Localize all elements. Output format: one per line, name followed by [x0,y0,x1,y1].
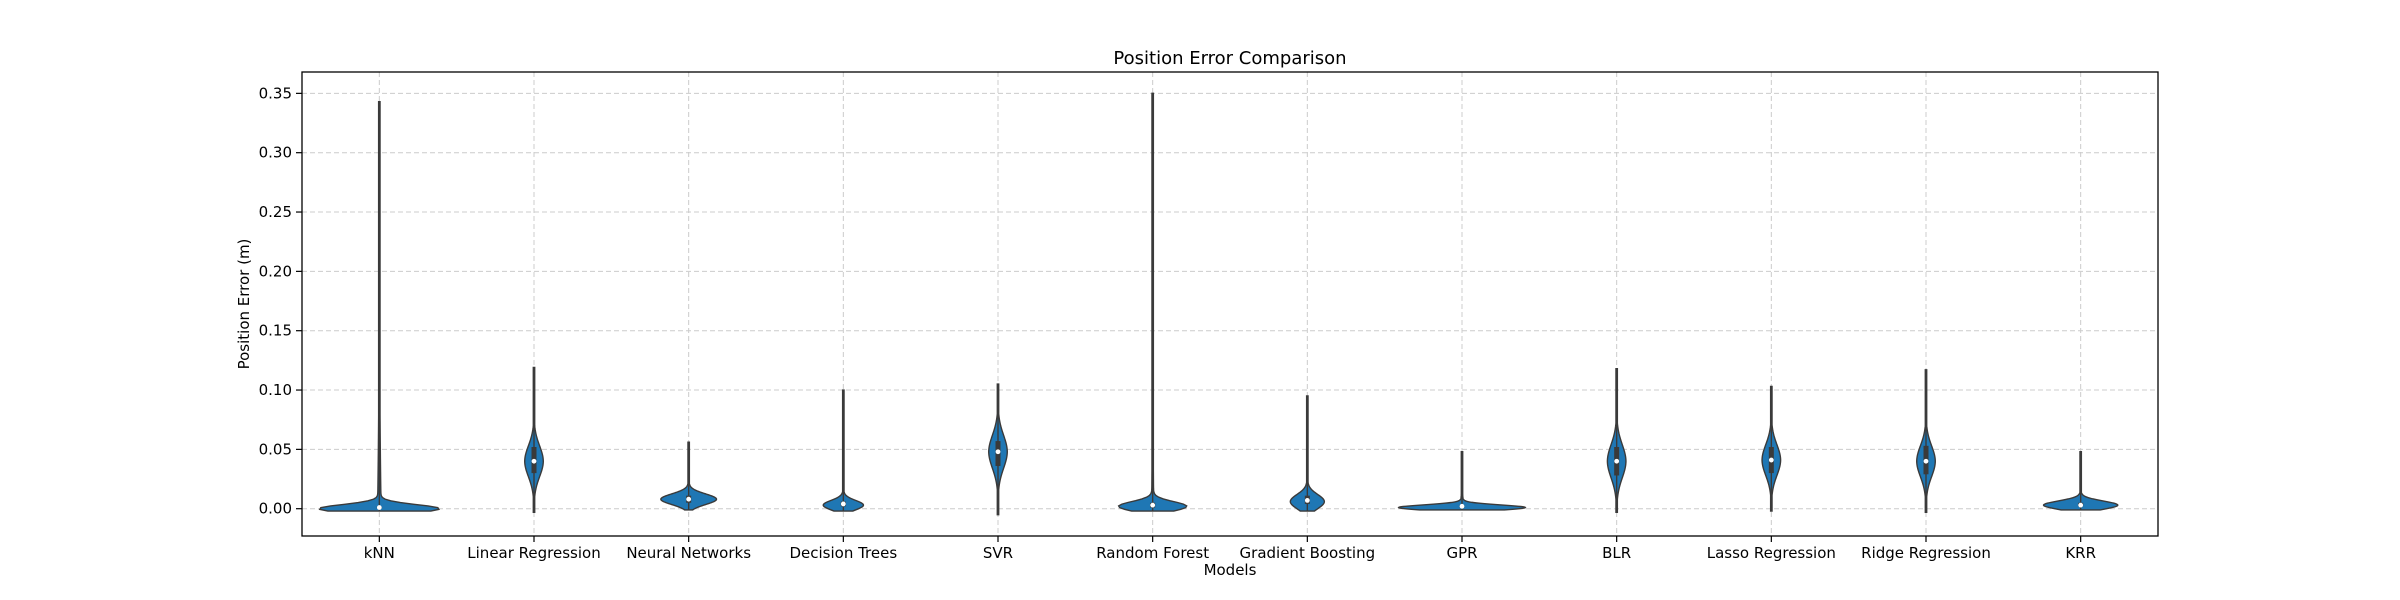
y-tick-label: 0.00 [259,500,292,518]
x-tick-label: Lasso Regression [1707,544,1836,562]
y-tick-label: 0.15 [259,322,292,340]
violin-median [840,501,846,507]
x-tick-label: KRR [2065,544,2096,562]
violin-median [1459,503,1465,509]
y-tick-label: 0.10 [259,381,292,399]
grid [302,72,2158,536]
x-tick-label: Neural Networks [626,544,751,562]
y-tick-label: 0.30 [259,144,292,162]
x-tick-label: BLR [1602,544,1631,562]
x-tick-label: Gradient Boosting [1240,544,1376,562]
x-tick-label: SVR [983,544,1013,562]
x-axis-title: Models [1204,561,1257,579]
violin-median [1614,458,1620,464]
y-tick-label: 0.05 [259,440,292,458]
violin-median [1304,497,1310,503]
plot-frame [301,71,2159,537]
violins [318,92,2119,516]
x-tick-label: Random Forest [1096,544,1209,562]
violin-median [995,449,1001,455]
x-tick-label: Linear Regression [467,544,600,562]
violin-median [2078,502,2084,508]
x-tick-label: Decision Trees [789,544,897,562]
violin-median [1768,457,1774,463]
x-tick-label: Ridge Regression [1861,544,1991,562]
y-tick-label: 0.35 [259,84,292,102]
x-tick-label: kNN [364,544,395,562]
chart-title: Position Error Comparison [1113,48,1346,69]
violin-median [376,505,382,510]
y-tick-label: 0.25 [259,203,292,221]
y-tick-label: 0.20 [259,262,292,280]
violin-median [686,496,692,502]
violin-median [531,458,537,464]
violin-median [1923,458,1929,464]
x-tick-label: GPR [1446,544,1477,562]
y-axis-title: Position Error (m) [235,239,253,370]
axes: 0.00 0.05 0.10 0.15 0.20 0.25 0.30 0.35 kNN Linea… [259,84,2096,562]
violin-median [1150,502,1156,508]
